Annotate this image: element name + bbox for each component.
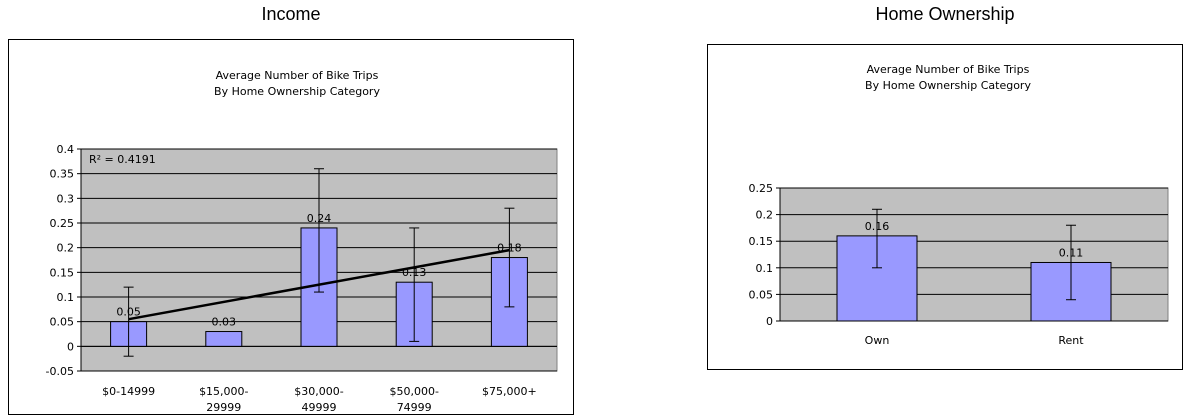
chart-title: Average Number of Bike Trips	[867, 63, 1030, 76]
data-label: 0.16	[865, 220, 890, 233]
x-tick-label: $30,000-	[294, 385, 343, 398]
chart-title: Average Number of Bike Trips	[216, 69, 379, 82]
y-tick-label: 0.2	[756, 209, 774, 222]
y-tick-label: 0	[766, 315, 773, 328]
y-tick-label: 0.3	[57, 192, 75, 205]
y-tick-label: 0.25	[50, 217, 75, 230]
data-label: 0.03	[212, 316, 237, 329]
y-tick-label: 0.4	[57, 143, 75, 156]
y-tick-label: 0.1	[756, 262, 774, 275]
data-label: 0.24	[307, 212, 332, 225]
data-label: 0.11	[1059, 246, 1084, 259]
x-tick-label: $15,000-	[199, 385, 248, 398]
data-label: 0.13	[402, 266, 427, 279]
data-label: 0.18	[497, 242, 522, 255]
x-tick-label: 29999	[206, 401, 241, 414]
y-tick-label: -0.05	[46, 365, 74, 378]
data-label: 0.05	[116, 306, 141, 319]
x-tick-label: Own	[865, 334, 890, 347]
income-chart-frame: Average Number of Bike Trips By Home Owne…	[8, 39, 574, 415]
y-tick-label: 0.25	[749, 182, 774, 195]
home-ownership-chart-frame: Average Number of Bike Trips By Home Owne…	[707, 44, 1183, 370]
y-tick-label: 0.05	[749, 288, 774, 301]
r-squared-label: R² = 0.4191	[89, 153, 156, 166]
x-tick-label: Rent	[1058, 334, 1084, 347]
x-tick-label: 74999	[397, 401, 432, 414]
y-tick-label: 0.35	[50, 168, 75, 181]
x-tick-label: $0-14999	[102, 385, 155, 398]
bar	[205, 331, 243, 347]
x-tick-label: 49999	[302, 401, 337, 414]
home-ownership-chart: Average Number of Bike Trips By Home Owne…	[749, 63, 1169, 347]
income-chart: Average Number of Bike Trips By Home Owne…	[46, 69, 558, 414]
y-tick-label: 0.15	[749, 235, 774, 248]
y-tick-label: 0.05	[50, 316, 75, 329]
y-tick-label: 0.2	[57, 242, 75, 255]
x-tick-label: $75,000+	[482, 385, 537, 398]
y-tick-label: 0	[67, 340, 74, 353]
y-tick-label: 0.1	[57, 291, 75, 304]
chart-subtitle: By Home Ownership Category	[865, 79, 1031, 92]
x-tick-label: $50,000-	[389, 385, 438, 398]
home-ownership-panel-heading: Home Ownership	[875, 4, 1015, 24]
chart-subtitle: By Home Ownership Category	[214, 85, 380, 98]
income-panel-heading: Income	[261, 4, 321, 24]
y-tick-label: 0.15	[50, 266, 75, 279]
